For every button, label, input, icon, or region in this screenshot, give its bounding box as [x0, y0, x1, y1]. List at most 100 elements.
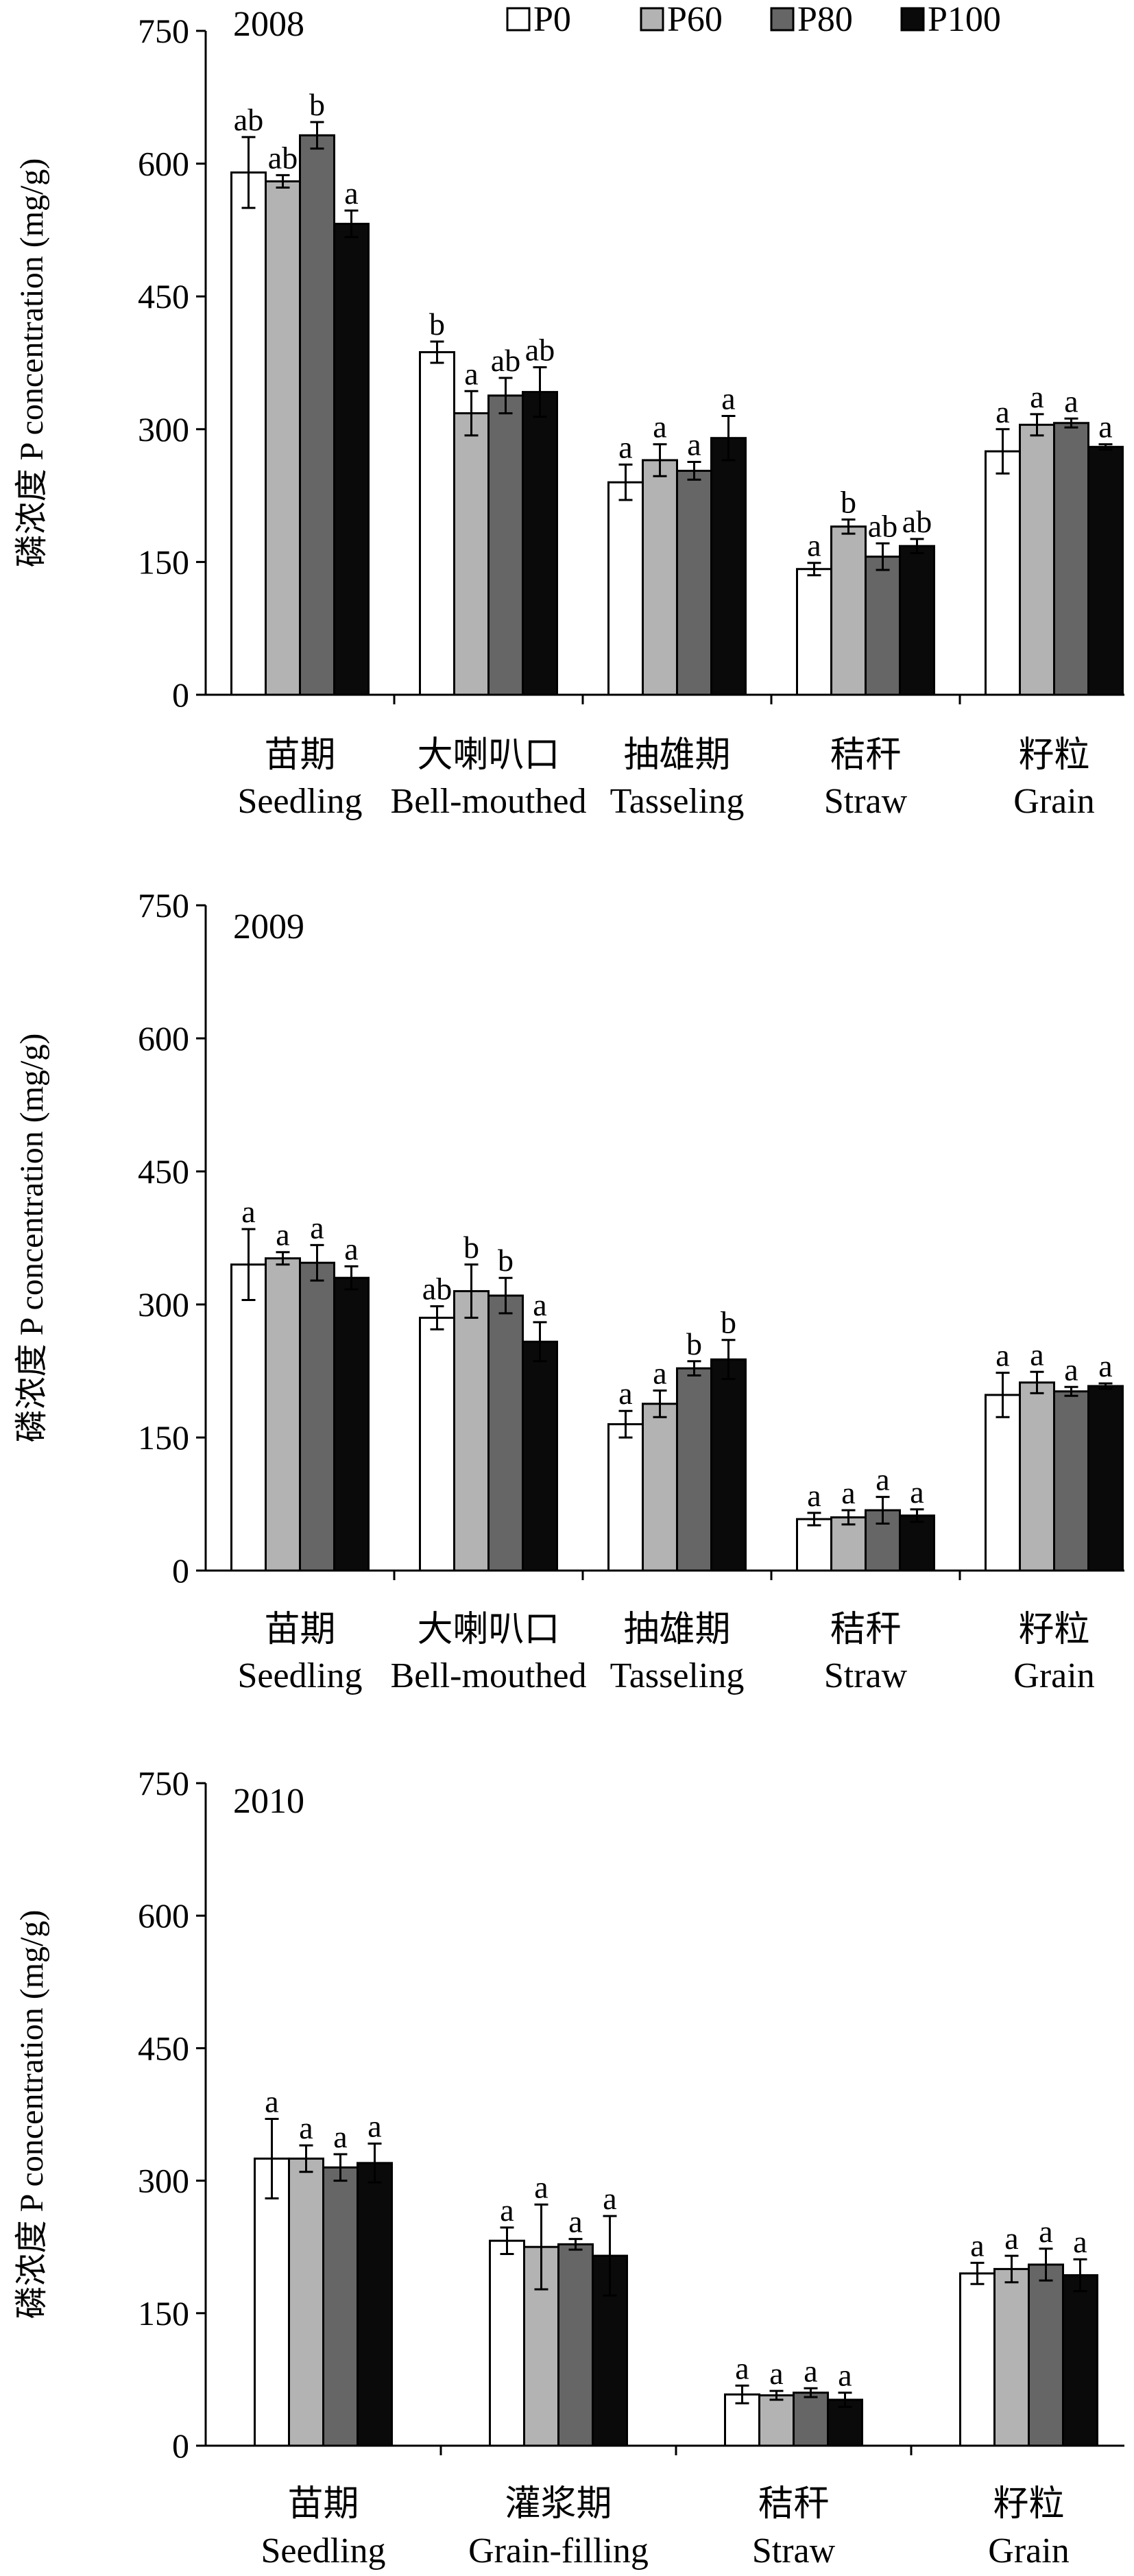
error-bar [430, 1305, 444, 1331]
legend-swatch [506, 7, 531, 32]
significance-letter: a [1073, 2224, 1087, 2259]
significance-letter: ab [868, 508, 897, 543]
chart-panel-2010: 0 150 300 450 600 750 磷浓度 P concentration (mg/… [14, 1764, 1124, 2571]
error-bar [910, 1508, 924, 1523]
significance-letter: a [876, 1462, 889, 1497]
significance-letter: a [735, 2350, 749, 2385]
bar-p80 [865, 556, 901, 696]
y-axis-label: 磷浓度 P concentration (mg/g) [14, 1910, 50, 2319]
significance-letter: a [1039, 2214, 1052, 2249]
legend-item-p100: P100 [900, 0, 1001, 39]
y-tick-label: 300 [138, 410, 189, 449]
chart-panel-2009: 0 150 300 450 600 750 磷浓度 P concentration (mg/… [14, 886, 1124, 1695]
significance-letter: b [721, 1305, 736, 1340]
significance-letter: b [429, 307, 445, 342]
significance-letter: a [265, 2084, 278, 2119]
error-bar [769, 2389, 784, 2401]
bar-p0 [419, 1316, 455, 1572]
error-bar [534, 2203, 548, 2291]
error-bar [568, 2238, 583, 2251]
bar-p100 [522, 1340, 558, 1572]
y-tick-label: 150 [138, 542, 189, 581]
bar-p100 [333, 222, 370, 696]
y-axis-label: 磷浓度 P concentration (mg/g) [14, 1034, 50, 1443]
category-label-cn: 苗期 [287, 2485, 359, 2524]
error-bar [276, 174, 290, 189]
category-label-cn: 籽粒 [1018, 736, 1089, 775]
significance-letter: a [618, 429, 632, 464]
significance-letter: a [344, 176, 358, 211]
significance-letter: a [299, 2110, 313, 2145]
significance-letter: a [1098, 409, 1112, 444]
significance-letter: a [241, 1194, 255, 1229]
panel-year: 2008 [233, 5, 304, 44]
significance-letter: a [1030, 1337, 1043, 1372]
y-tick-label: 0 [172, 676, 189, 714]
error-bar [1064, 417, 1078, 429]
error-bar [721, 414, 736, 462]
error-bar [996, 1372, 1010, 1418]
significance-letter: b [463, 1230, 479, 1265]
bar-p60 [1019, 1381, 1055, 1572]
significance-letter: a [276, 1217, 289, 1252]
error-bar [841, 1509, 856, 1526]
y-tick-label: 600 [138, 1896, 189, 1935]
legend-item-p60: P60 [640, 0, 723, 39]
bar-p60 [453, 1290, 490, 1572]
error-bar [498, 1276, 513, 1315]
bar-p60 [758, 2394, 795, 2447]
significance-letter: a [807, 1478, 821, 1513]
legend-label: P0 [533, 0, 571, 39]
error-bar [241, 1228, 256, 1302]
category-label-cn: 抽雄期 [623, 736, 730, 775]
error-bar [1030, 1370, 1044, 1394]
significance-letter: ab [525, 332, 555, 367]
error-bar [1073, 2258, 1087, 2293]
significance-letter: a [838, 2358, 852, 2393]
error-bar [1098, 443, 1113, 451]
significance-letter: a [500, 2193, 514, 2228]
significance-letter: a [464, 356, 478, 391]
error-bar [618, 463, 633, 501]
significance-letter: a [1098, 1348, 1112, 1383]
error-bar [265, 2117, 279, 2199]
category-label-cn: 籽粒 [993, 2485, 1064, 2524]
error-bar [687, 1360, 701, 1376]
category-label-cn: 籽粒 [1018, 1610, 1089, 1649]
bar-p100 [357, 2162, 393, 2447]
y-tick-label: 600 [138, 1019, 189, 1058]
error-bar [807, 562, 821, 577]
category-label-cn: 大喇叭口 [417, 736, 559, 775]
bar-p0 [985, 1394, 1021, 1572]
category-label-cn: 秸秆 [830, 1610, 901, 1649]
significance-letter: a [310, 1210, 324, 1245]
bar-p100 [1087, 446, 1124, 696]
error-bar [1098, 1382, 1113, 1390]
error-bar [310, 1243, 324, 1282]
error-bar [533, 1321, 547, 1363]
bar-p80 [557, 2243, 594, 2447]
error-bar [1004, 2254, 1019, 2284]
error-bar [464, 1263, 479, 1319]
category-label-en: Straw [824, 1656, 908, 1695]
bar-p0 [607, 1423, 644, 1572]
bar-p0 [607, 481, 644, 696]
bar-p0 [985, 450, 1021, 696]
category-label-en: Straw [752, 2531, 836, 2571]
significance-letter: a [687, 427, 701, 462]
bar-p0 [419, 351, 455, 696]
significance-letter: a [653, 409, 666, 444]
category-label-cn: 秸秆 [758, 2485, 829, 2524]
category-label-en: Straw [824, 782, 908, 821]
error-bar [241, 136, 256, 209]
bar-p100 [1062, 2274, 1098, 2447]
error-bar [807, 1512, 821, 1527]
error-bar [687, 461, 701, 481]
legend-label: P100 [928, 0, 1001, 39]
legend-label: P60 [667, 0, 723, 39]
bar-p0 [796, 568, 832, 696]
chart-panels: 0 150 300 450 600 750 磷浓度 P concentration (mg/… [14, 5, 1124, 2571]
error-bar [618, 1409, 633, 1439]
significance-letter: a [769, 2356, 783, 2391]
error-bar [838, 2392, 852, 2408]
